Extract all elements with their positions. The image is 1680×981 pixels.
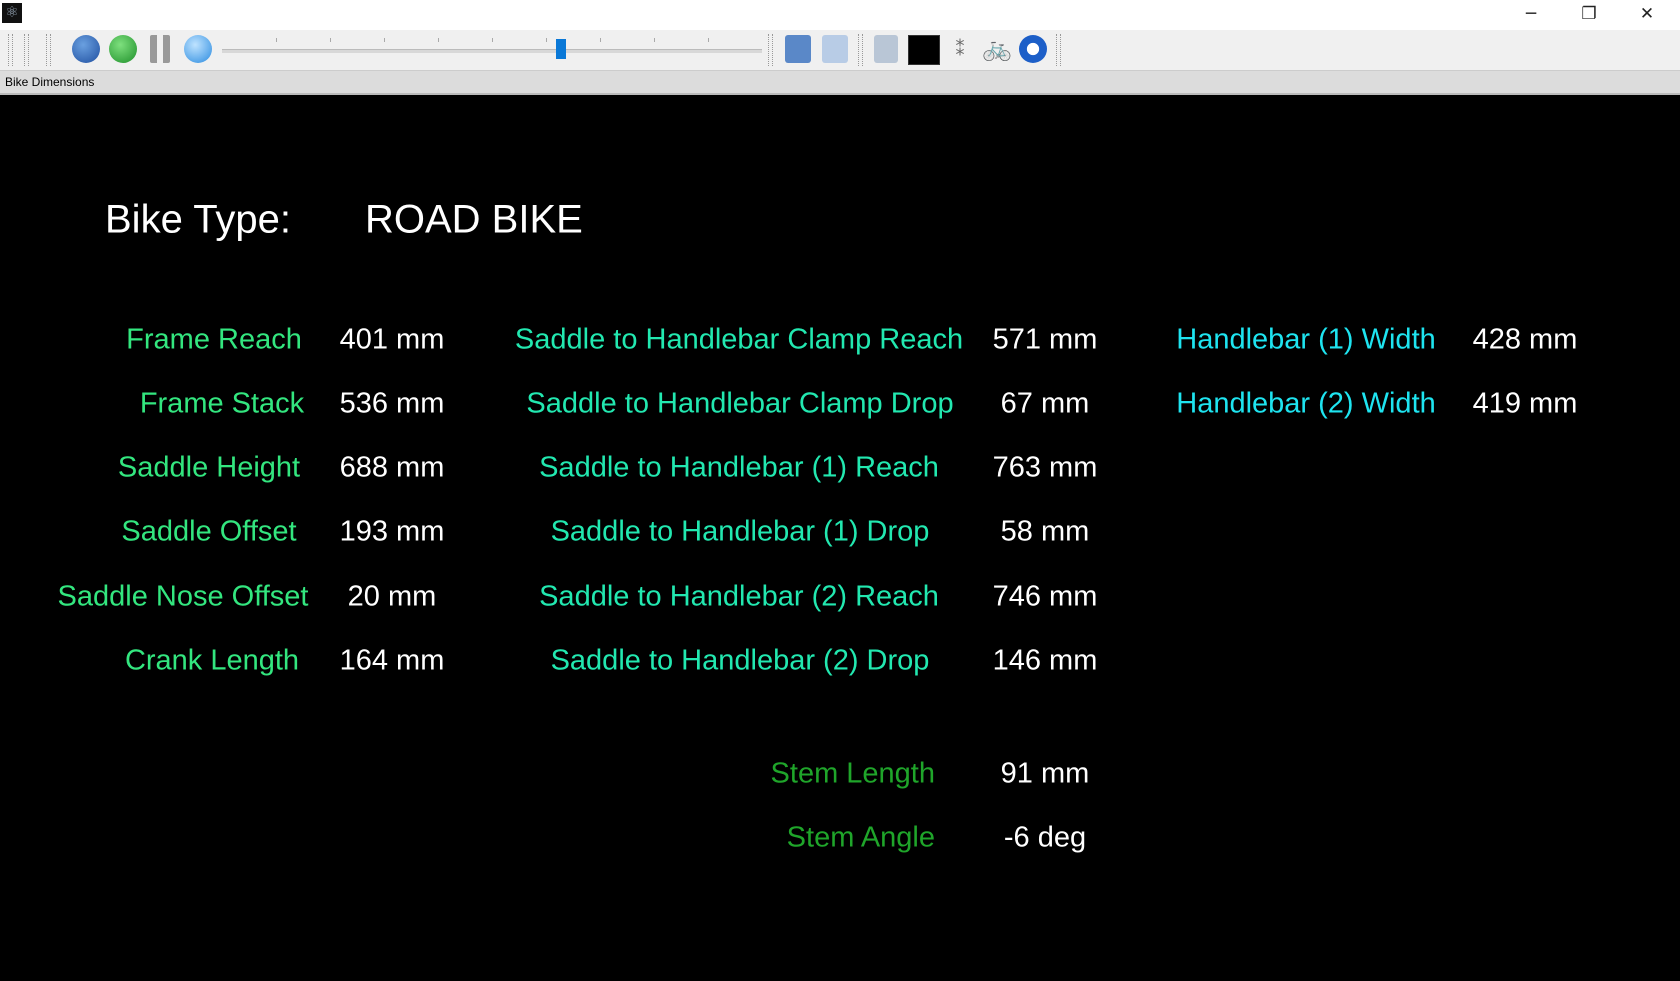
refresh-icon[interactable] [72,35,100,63]
toolbar: ⁑ 🚲 [0,30,1680,71]
disconnect-icon[interactable]: ⁑ [955,39,965,59]
bike-type-label: Bike Type: [105,197,292,242]
saddle-handlebar-label: Saddle to Handlebar Clamp Drop [526,387,954,420]
frame-label: Frame Reach [126,323,302,356]
saddle-handlebar-label: Saddle to Handlebar (2) Drop [550,644,930,677]
toolbar-grip[interactable] [858,34,863,66]
minimize-button[interactable]: ─ [1525,4,1537,24]
log-icon[interactable] [874,35,898,63]
saddle-handlebar-value: 571 mm [992,323,1098,356]
saddle-handlebar-value: 67 mm [1000,387,1090,420]
toolbar-grip[interactable] [768,34,773,66]
frame-label: Saddle Offset [121,515,297,548]
stem-value: 91 mm [1000,757,1090,790]
cyclist-icon[interactable]: 🚲 [982,35,1012,62]
toolbar-grip[interactable] [1056,34,1061,66]
play-icon[interactable] [109,35,137,63]
slider-thumb[interactable] [555,39,566,59]
sync-icon[interactable] [1019,35,1047,63]
atom-app-icon: ⚛ [2,3,22,23]
frame-value: 20 mm [347,580,437,613]
frame-label: Saddle Nose Offset [57,580,309,613]
handlebar-width-value: 419 mm [1472,387,1578,420]
title-bar: ⚛ ─ ❐ ✕ [0,0,1680,30]
saddle-handlebar-label: Saddle to Handlebar Clamp Reach [514,323,964,356]
stop-icon[interactable] [184,35,212,63]
handlebar-width-label: Handlebar (1) Width [1176,323,1436,356]
saddle-handlebar-label: Saddle to Handlebar (1) Reach [539,451,939,484]
stem-label: Stem Length [770,757,935,790]
frame-label: Saddle Height [117,451,301,484]
saddle-handlebar-value: 58 mm [1000,515,1090,548]
saddle-handlebar-label: Saddle to Handlebar (2) Reach [539,580,939,613]
playback-slider[interactable] [222,36,762,64]
saddle-handlebar-value: 746 mm [992,580,1098,613]
maximize-button[interactable]: ❐ [1581,4,1597,24]
frame-value: 536 mm [339,387,445,420]
frame-value: 164 mm [339,644,445,677]
toolbar-grip[interactable] [8,34,13,66]
saddle-handlebar-value: 146 mm [992,644,1098,677]
stem-value: -6 deg [1003,821,1087,854]
saddle-handlebar-label: Saddle to Handlebar (1) Drop [550,515,930,548]
frame-value: 193 mm [339,515,445,548]
handlebar-width-value: 428 mm [1472,323,1578,356]
frame-label: Crank Length [124,644,300,677]
frame-label: Frame Stack [139,387,305,420]
toolbar-grip[interactable] [24,34,29,66]
toolbar-grip[interactable] [46,34,51,66]
close-button[interactable]: ✕ [1639,4,1655,24]
tab-bar: Bike Dimensions [0,71,1680,95]
saddle-handlebar-value: 763 mm [992,451,1098,484]
frame-value: 688 mm [339,451,445,484]
save-icon[interactable] [785,35,811,63]
chart-icon[interactable] [908,35,940,65]
stem-label: Stem Angle [786,821,935,854]
bike-type-value: ROAD BIKE [365,197,583,242]
save-as-icon[interactable] [822,35,848,63]
frame-value: 401 mm [339,323,445,356]
tab-bike-dimensions[interactable]: Bike Dimensions [5,75,95,89]
pause-icon[interactable] [150,35,170,63]
handlebar-width-label: Handlebar (2) Width [1176,387,1436,420]
